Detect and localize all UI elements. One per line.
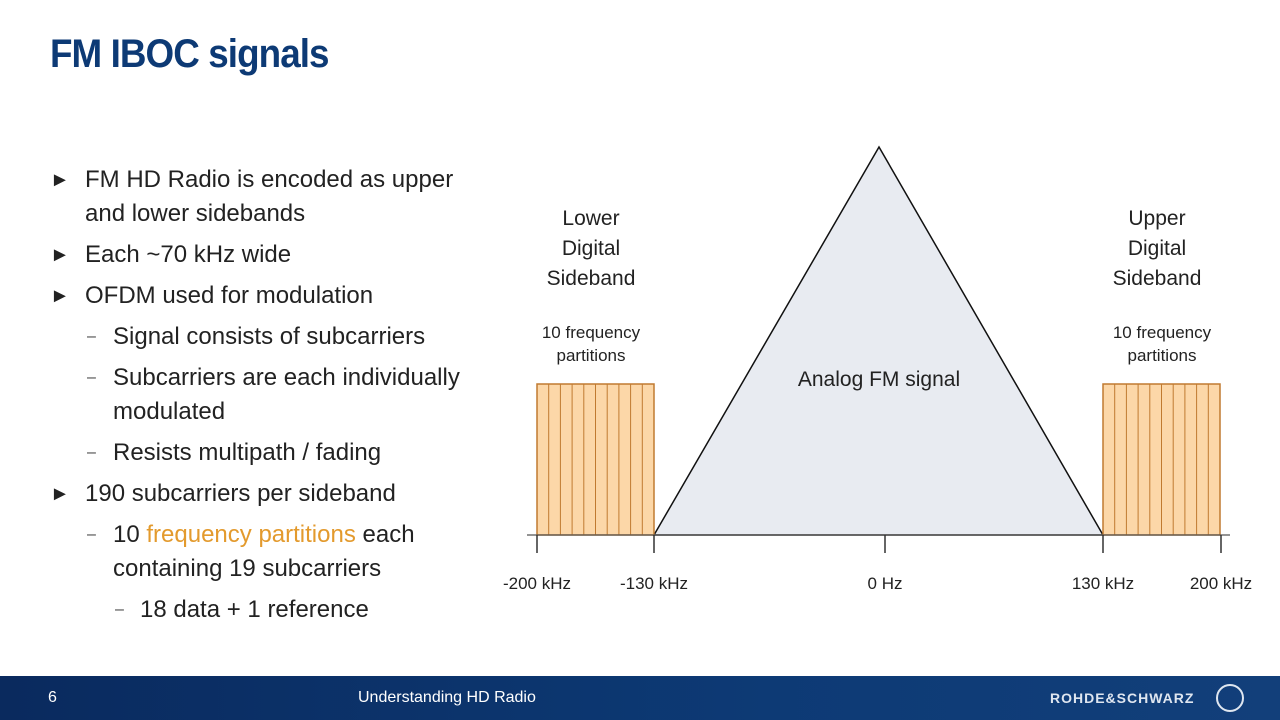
sideband-label: Digital xyxy=(562,237,620,260)
sideband-label: Sideband xyxy=(1113,267,1202,290)
footer-title: Understanding HD Radio xyxy=(358,689,536,706)
sideband-label: Sideband xyxy=(547,267,636,290)
bullet-item: Resists multipath / fading xyxy=(85,436,465,470)
analog-triangle xyxy=(652,145,1105,536)
bullet-text-part: each containing 19 subcarriers xyxy=(113,521,415,582)
list: 18 data + 1 reference xyxy=(113,593,465,627)
bullet-item: FM HD Radio is encoded as upper and lowe… xyxy=(50,163,455,231)
bullet-text-part: frequency partitions xyxy=(146,521,356,548)
bullet-text: Each ~70 kHz wide xyxy=(85,241,292,268)
bullet-item: 190 subcarriers per sideband 10 frequency… xyxy=(50,477,455,627)
spectrum-diagram: Analog FM signal Lower Digital Sideband Upp… xyxy=(503,145,1252,593)
sideband-label: Lower xyxy=(562,207,619,230)
bullet-item: 18 data + 1 reference xyxy=(113,593,460,627)
list: 10 frequency partitions each containing … xyxy=(85,518,455,627)
partition-note: 10 frequency xyxy=(542,323,641,342)
axis-label: -130 kHz xyxy=(620,574,688,593)
bullet-text-part: 10 xyxy=(113,521,147,548)
axis-label: -200 kHz xyxy=(503,574,571,593)
list: FM HD Radio is encoded as upper and lowe… xyxy=(50,163,490,627)
bullet-text: OFDM used for modulation xyxy=(85,282,374,309)
bullet-text: Signal consists of subcarriers xyxy=(113,323,426,350)
slide-title: FM IBOC signals xyxy=(50,32,330,76)
axis-ticks xyxy=(536,535,1222,553)
axis-label: 200 kHz xyxy=(1190,574,1252,593)
center-label: Analog FM signal xyxy=(798,368,960,391)
axis-label: 0 Hz xyxy=(868,574,903,593)
footer: 6 Understanding HD Radio ROHDE&SCHWARZ xyxy=(0,676,1280,720)
bullet-text: 18 data + 1 reference xyxy=(140,596,369,623)
logo-icon xyxy=(1216,684,1244,712)
partition-note: 10 frequency xyxy=(1113,323,1212,342)
bullet-item: Signal consists of subcarriers xyxy=(85,320,465,354)
axis-label: 130 kHz xyxy=(1072,574,1134,593)
bullet-text: FM HD Radio is encoded as upper and lowe… xyxy=(85,166,454,227)
sideband-label: Digital xyxy=(1128,237,1186,260)
bullet-item: OFDM used for modulation Signal consists … xyxy=(50,279,460,470)
bullet-item: Each ~70 kHz wide xyxy=(50,238,455,272)
bullet-item: 10 frequency partitions each containing … xyxy=(85,518,465,627)
list: Signal consists of subcarriers Subcarrier… xyxy=(85,320,460,470)
partition-note: partitions xyxy=(557,346,626,365)
page-number: 6 xyxy=(48,689,57,706)
logo: ROHDE&SCHWARZ xyxy=(1050,690,1195,706)
bullet-item: Subcarriers are each individually modula… xyxy=(85,361,465,429)
partition-note: partitions xyxy=(1128,346,1197,365)
bullet-text: Resists multipath / fading xyxy=(113,439,382,466)
partitions xyxy=(536,383,1221,536)
bullet-list: FM HD Radio is encoded as upper and lowe… xyxy=(50,156,490,627)
bullet-text: 190 subcarriers per sideband xyxy=(85,480,396,507)
sideband-label: Upper xyxy=(1128,207,1185,230)
bullet-text: Subcarriers are each individually modula… xyxy=(113,364,460,425)
